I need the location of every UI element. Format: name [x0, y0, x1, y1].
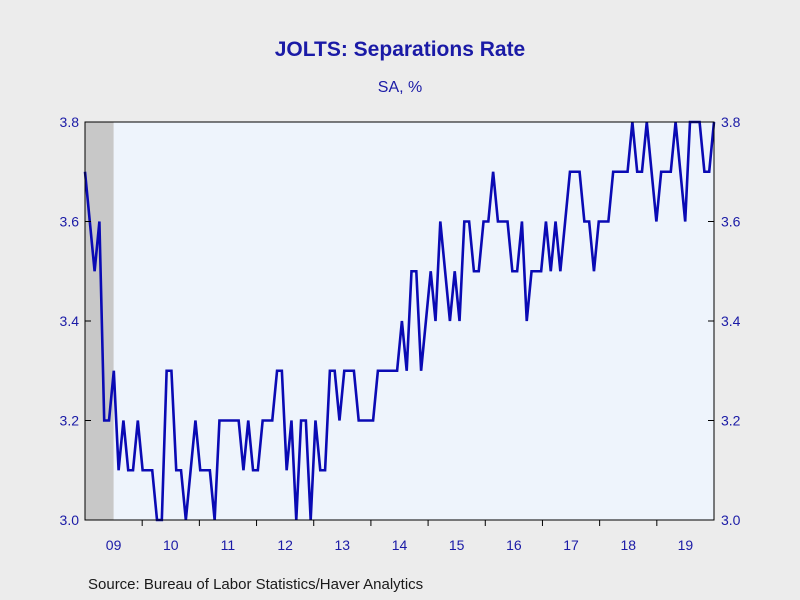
x-tick-label: 18 — [620, 537, 636, 553]
y-tick-label-left: 3.2 — [60, 413, 80, 429]
series-line-separations-rate — [83, 120, 716, 522]
y-tick-label-left: 3.6 — [60, 214, 80, 230]
y-tick-label-right: 3.0 — [721, 512, 741, 528]
chart-title: JOLTS: Separations Rate — [274, 38, 526, 61]
y-tick-label-right: 3.4 — [721, 313, 741, 329]
x-tick-label: 19 — [678, 537, 694, 553]
x-tick-label: 13 — [335, 537, 351, 553]
y-tick-label-left: 3.4 — [60, 313, 80, 329]
x-tick-label: 09 — [106, 537, 122, 553]
source-note: Source: Bureau of Labor Statistics/Haver… — [88, 576, 424, 593]
y-tick-label-left: 3.8 — [60, 114, 80, 130]
x-tick-label: 12 — [277, 537, 293, 553]
x-tick-label: 17 — [563, 537, 579, 553]
y-tick-label-right: 3.2 — [721, 413, 741, 429]
x-tick-label: 15 — [449, 537, 465, 553]
y-tick-label-right: 3.6 — [721, 214, 741, 230]
x-tick-label: 11 — [221, 537, 236, 553]
x-tick-label: 16 — [506, 537, 522, 553]
chart-subtitle: SA, % — [377, 79, 423, 96]
plot-area — [85, 122, 714, 520]
x-tick-label: 10 — [163, 537, 179, 553]
y-tick-label-right: 3.8 — [721, 114, 741, 130]
x-tick-label: 14 — [392, 537, 408, 553]
y-tick-label-left: 3.0 — [60, 512, 80, 528]
